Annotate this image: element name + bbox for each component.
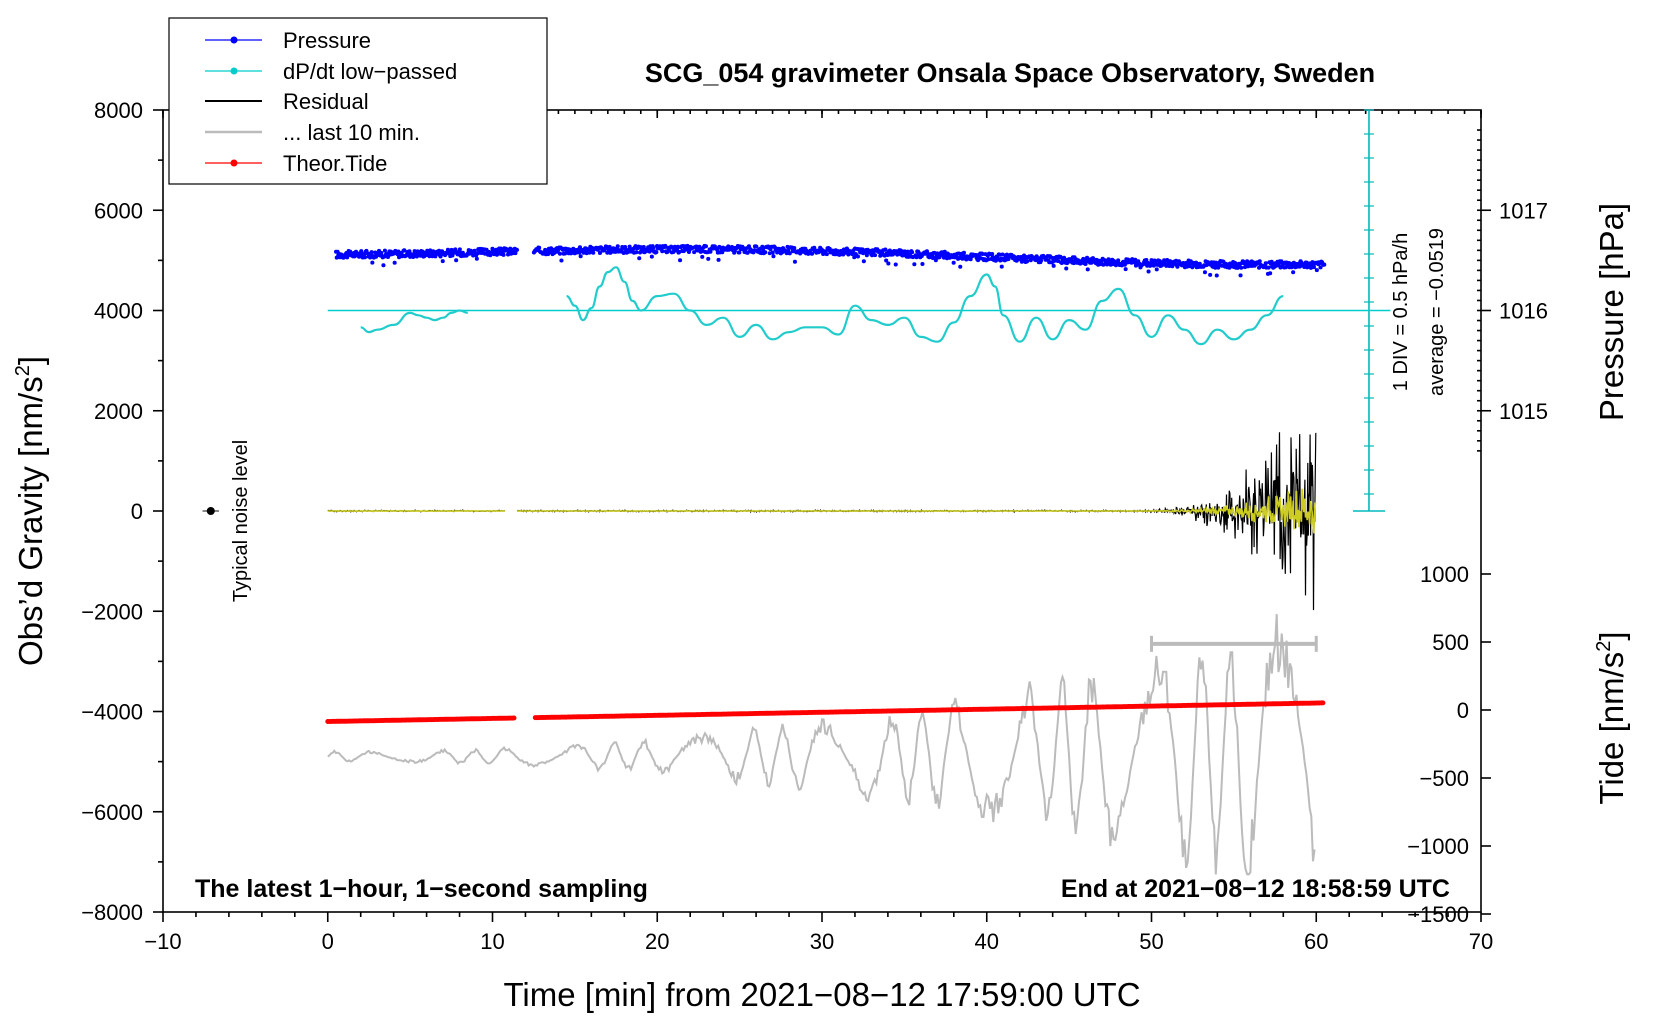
legend-item-pressure: Pressure [205, 28, 371, 53]
legend-label-residual: Residual [283, 89, 369, 114]
legend-marker-dpdt [230, 67, 238, 75]
noise-label: Typical noise level [230, 440, 252, 602]
y-tick-label: 2000 [94, 399, 143, 424]
y-tick-label: −8000 [81, 900, 143, 925]
y-axis-label-left-sup: 2 [12, 365, 34, 376]
pressure-series [334, 243, 1327, 278]
pressure-tick-label: 1015 [1499, 399, 1548, 424]
residual-filtered-series-2 [517, 488, 1317, 534]
sampling-note: The latest 1−hour, 1−second sampling [195, 875, 648, 903]
x-tick-label: −10 [144, 929, 181, 954]
x-tick-label: 20 [645, 929, 669, 954]
legend-label-pressure: Pressure [283, 28, 371, 53]
legend-item-residual: Residual [205, 89, 369, 114]
y-axis-label-tide: Tide [nm/s2] [1593, 631, 1630, 804]
dpdt-average-label: average = −0.0519 [1426, 228, 1448, 396]
tide-tick-label: −500 [1419, 766, 1469, 791]
last10-series [327, 614, 1316, 876]
x-tick-label: 60 [1304, 929, 1328, 954]
y-axis-label-left: Obs’d Gravity [nm/s2] [12, 356, 49, 666]
y-tick-label: −2000 [81, 599, 143, 624]
legend-label-tide: Theor.Tide [283, 151, 387, 176]
tide-tick-label: 500 [1432, 630, 1469, 655]
dpdt-curve-segment-1 [360, 309, 468, 334]
x-tick-label: 0 [322, 929, 334, 954]
pressure-tick-label: 1017 [1499, 198, 1548, 223]
legend: Pressure dP/dt low−passed Residual ... l… [168, 17, 548, 185]
tide-series [325, 700, 1326, 724]
x-tick-label: 10 [480, 929, 504, 954]
pressure-tick-label: 1016 [1499, 299, 1548, 324]
y-tick-label: −6000 [81, 800, 143, 825]
legend-label-last10: ... last 10 min. [283, 120, 420, 145]
residual-series-segment-2 [517, 432, 1317, 611]
legend-item-dpdt: dP/dt low−passed [205, 59, 457, 84]
legend-marker-pressure [230, 36, 238, 44]
x-tick-label: 40 [975, 929, 999, 954]
residual-filtered-series-1 [327, 509, 505, 513]
y-tick-label: −4000 [81, 700, 143, 725]
chart-title: SCG_054 gravimeter Onsala Space Observat… [645, 58, 1375, 88]
x-axis-label: Time [min] from 2021−08−12 17:59:00 UTC [503, 976, 1140, 1013]
noise-level-marker [206, 507, 215, 515]
x-tick-label: 30 [810, 929, 834, 954]
y-tick-label: 6000 [94, 198, 143, 223]
y-axis-label-pressure: Pressure [hPa] [1593, 203, 1630, 421]
legend-item-tide: Theor.Tide [205, 151, 387, 176]
end-note: End at 2021−08−12 18:58:59 UTC [1061, 875, 1450, 903]
y-tick-label: 4000 [94, 299, 143, 324]
y-axis-label-tide-sup: 2 [1593, 641, 1615, 652]
y-tick-label: 8000 [94, 98, 143, 123]
tide-tick-label: −1500 [1407, 902, 1469, 927]
legend-marker-tide [230, 159, 238, 167]
tide-tick-label: 1000 [1420, 562, 1469, 587]
tide-tick-label: 0 [1457, 698, 1469, 723]
legend-item-last10: ... last 10 min. [205, 120, 420, 145]
x-tick-label: 50 [1139, 929, 1163, 954]
dpdt-curve-segment-2 [566, 266, 1284, 346]
x-tick-label: 70 [1469, 929, 1493, 954]
dpdt-scale-label: 1 DIV = 0.5 hPa/h [1390, 233, 1412, 391]
y-tick-label: 0 [131, 499, 143, 524]
legend-label-dpdt: dP/dt low−passed [283, 59, 457, 84]
tide-tick-label: −1000 [1407, 834, 1469, 859]
